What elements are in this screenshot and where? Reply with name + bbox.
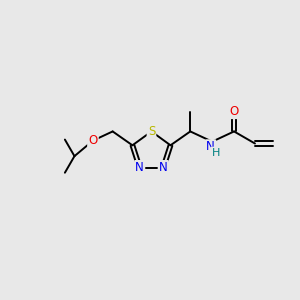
Text: N: N: [159, 161, 168, 174]
Text: H: H: [212, 148, 220, 158]
Text: O: O: [88, 134, 98, 147]
Text: O: O: [230, 105, 239, 118]
Text: N: N: [206, 140, 215, 153]
Text: N: N: [135, 161, 144, 174]
Text: S: S: [148, 125, 155, 138]
